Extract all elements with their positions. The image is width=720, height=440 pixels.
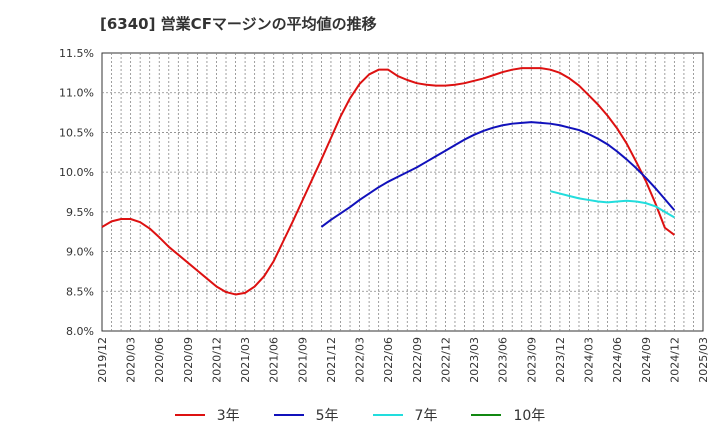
x-tick-label: 2021/03 (239, 337, 252, 383)
y-tick-label: 8.5% (66, 285, 94, 298)
legend-swatch (273, 414, 304, 416)
series-line-3年 (101, 67, 675, 296)
x-tick-label: 2024/06 (611, 337, 624, 383)
x-tick-label: 2025/03 (697, 337, 710, 383)
x-tick-label: 2021/06 (268, 337, 281, 383)
x-tick-label: 2022/09 (411, 337, 424, 383)
x-tick-label: 2023/06 (497, 337, 510, 383)
legend-label: 5年 (315, 408, 339, 424)
y-tick-label: 11.5% (59, 47, 94, 60)
x-tick-label: 2023/03 (468, 337, 481, 383)
x-tick-label: 2020/09 (182, 337, 195, 383)
legend-label: 3年 (216, 408, 240, 424)
series-line-7年 (550, 190, 675, 219)
y-tick-label: 11.0% (59, 87, 94, 100)
plot-area (101, 52, 704, 332)
chart-title: [6340] 営業CFマージンの平均値の推移 (100, 15, 377, 33)
x-tick-label: 2022/12 (439, 337, 452, 383)
legend-item: 5年 (273, 405, 339, 425)
legend-item: 10年 (471, 405, 545, 425)
legend-swatch (471, 414, 502, 416)
y-tick-label: 9.5% (66, 206, 94, 219)
legend: 3年 5年 7年 10年 (0, 403, 720, 427)
x-tick-label: 2024/03 (583, 337, 596, 383)
x-tick-label: 2023/09 (525, 337, 538, 383)
x-tick-label: 2020/03 (125, 337, 138, 383)
x-tick-label: 2023/12 (554, 337, 567, 383)
legend-item: 7年 (372, 405, 438, 425)
legend-swatch (174, 414, 205, 416)
legend-label: 7年 (414, 408, 438, 424)
x-tick-label: 2020/12 (210, 337, 223, 383)
x-tick-label: 2022/06 (382, 337, 395, 383)
y-tick-label: 10.5% (59, 126, 94, 139)
axes: 8.0% 8.5% 9.0% 9.5% 10.0% 10.5% 11.0% 11.5% 2019… (59, 47, 710, 383)
x-tick-label: 2020/06 (153, 337, 166, 383)
x-tick-label: 2024/12 (668, 337, 681, 383)
legend-swatch (372, 414, 403, 416)
x-tick-label: 2021/12 (325, 337, 338, 383)
y-tick-label: 10.0% (59, 166, 94, 179)
series-lines (101, 67, 676, 296)
x-tick-label: 2022/03 (354, 337, 367, 383)
x-tick-label: 2024/09 (640, 337, 653, 383)
legend-label: 10年 (513, 408, 546, 424)
y-tick-label: 9.0% (66, 246, 94, 259)
series-line-5年 (320, 121, 676, 228)
x-tick-label: 2019/12 (96, 337, 109, 383)
grid (101, 52, 704, 332)
y-tick-label: 8.0% (66, 325, 94, 338)
legend-item: 3年 (174, 405, 240, 425)
x-tick-label: 2021/09 (296, 337, 309, 383)
